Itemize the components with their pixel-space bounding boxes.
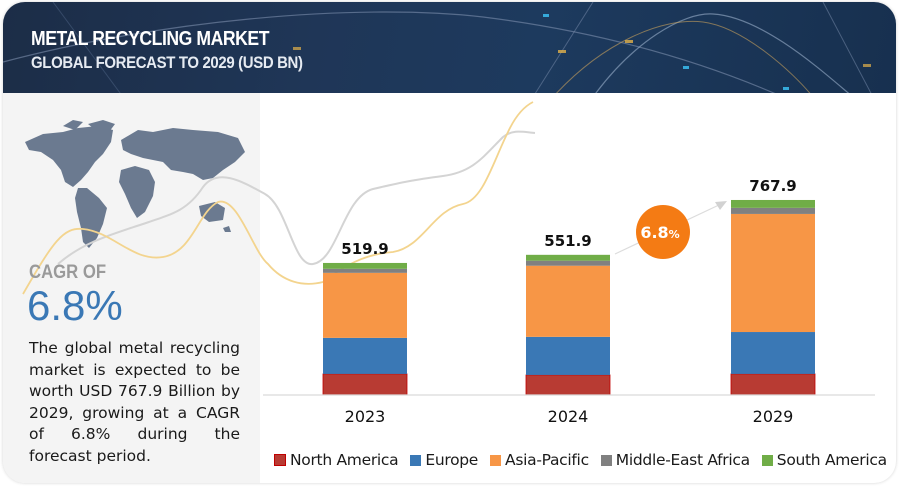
chart-area: 519.9 2023 551.9 2024 767.9 2029 6.8% <box>22 101 875 426</box>
x-tick-label-2024: 2024 <box>548 407 589 426</box>
bar-segment-asia-pacific-2023 <box>323 272 407 338</box>
header-background-lines <box>3 2 872 93</box>
bar-segment-europe-2024 <box>526 336 610 375</box>
legend-item-middle-east-africa: Middle-East Africa <box>600 451 750 469</box>
cagr-label: CAGR OF <box>29 262 107 283</box>
decorative-curve-gray <box>57 130 536 266</box>
cagr-bubble-value: 6.8% <box>640 223 679 242</box>
legend-swatch <box>274 454 286 466</box>
legend-swatch <box>490 454 502 466</box>
total-label-2029: 767.9 <box>749 177 796 195</box>
labels-group: 519.9 2023 551.9 2024 767.9 2029 <box>341 177 796 426</box>
bar-segment-south-america-2023 <box>323 262 407 269</box>
bar-segment-north-america-2024 <box>525 374 611 396</box>
legend-item-asia-pacific: Asia-Pacific <box>490 451 589 469</box>
legend-label: Middle-East Africa <box>615 451 750 469</box>
legend-item-europe: Europe <box>410 451 478 469</box>
bar-segment-europe-2023 <box>323 337 407 374</box>
legend-label: Asia-Pacific <box>505 451 589 469</box>
market-description: The global metal recycling market is exp… <box>29 339 240 465</box>
legend-label: Europe <box>425 451 479 469</box>
cagr-value: 6.8% <box>27 282 123 329</box>
legend-swatch <box>410 454 422 466</box>
chart-title: METAL RECYCLING MARKET <box>31 28 270 50</box>
bar-segment-north-america-2023 <box>322 373 408 396</box>
x-tick-label-2023: 2023 <box>345 407 386 426</box>
bar-segment-south-america-2024 <box>526 254 610 261</box>
cagr-bubble <box>636 205 690 259</box>
world-map-icon <box>25 120 245 248</box>
decorative-curve-yellow <box>22 101 534 295</box>
legend-swatch <box>761 454 773 466</box>
header-banner: METAL RECYCLING MARKET GLOBAL FORECAST T… <box>3 2 896 93</box>
bar-segment-europe-2029 <box>731 332 815 374</box>
bar-segment-south-america-2029 <box>731 199 815 208</box>
bar-segment-middle-east-africa-2029 <box>731 207 815 214</box>
x-tick-label-2029: 2029 <box>753 407 794 426</box>
legend-item-south-america: South America <box>761 451 887 469</box>
total-label-2023: 519.9 <box>341 240 388 258</box>
legend-label: South America <box>776 451 887 469</box>
bars-group <box>322 199 816 396</box>
legend-swatch <box>600 454 612 466</box>
infographic-card: METAL RECYCLING MARKET GLOBAL FORECAST T… <box>3 2 896 483</box>
bar-segment-middle-east-africa-2023 <box>323 268 407 273</box>
bar-segment-asia-pacific-2024 <box>526 265 610 337</box>
cagr-arrow-head <box>715 201 727 210</box>
bar-segment-middle-east-africa-2024 <box>526 260 610 266</box>
bar-segment-asia-pacific-2029 <box>731 213 815 333</box>
legend-label: North America <box>290 451 399 469</box>
chart-subtitle: GLOBAL FORECAST TO 2029 (USD BN) <box>31 53 303 72</box>
chart-legend: North America Europe Asia-Pacific Middle-Ea… <box>274 451 896 469</box>
legend-item-north-america: North America <box>274 451 399 469</box>
bar-segment-north-america-2029 <box>730 373 816 396</box>
total-label-2024: 551.9 <box>544 232 591 250</box>
